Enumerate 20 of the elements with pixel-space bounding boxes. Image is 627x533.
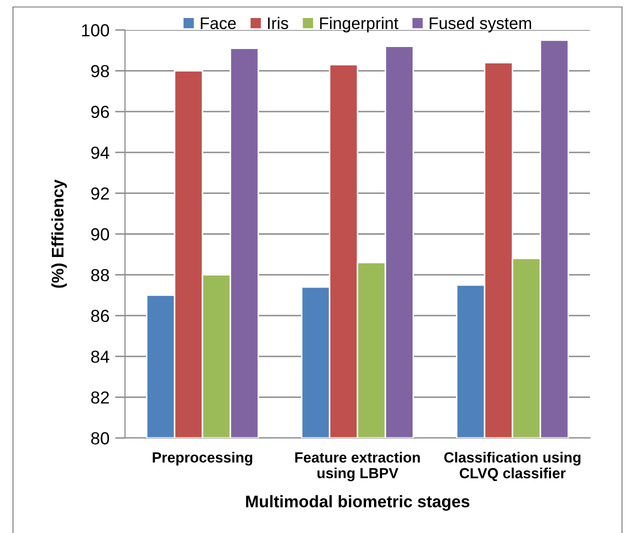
y-tick-label: 94 bbox=[91, 146, 110, 159]
legend-label: Face bbox=[200, 17, 236, 30]
y-tick-label: 84 bbox=[91, 350, 110, 363]
y-tick-label: 80 bbox=[91, 432, 110, 444]
legend-label: Fused system bbox=[430, 16, 532, 32]
y-tick-label: 92 bbox=[91, 187, 109, 200]
x-axis-title: Multimodal biometric stages bbox=[246, 495, 470, 511]
y-tick-label: 88 bbox=[91, 268, 109, 282]
x-tick-label: Classification using CLVQ classifier bbox=[444, 452, 580, 482]
legend-label: Fingerprint bbox=[320, 16, 398, 32]
y-axis-title: (%) Efficiency bbox=[51, 179, 67, 288]
y-tick-label: 100 bbox=[82, 24, 110, 36]
y-tick-label: 98 bbox=[91, 64, 109, 78]
legend-label: Iris bbox=[268, 16, 288, 30]
x-tick-label: Feature extraction using LBPV bbox=[295, 452, 420, 482]
y-tick-label: 90 bbox=[91, 228, 110, 240]
x-tick-label: Preprocessing bbox=[152, 452, 252, 466]
y-tick-label: 82 bbox=[91, 391, 109, 404]
y-tick-label: 86 bbox=[91, 310, 109, 322]
y-tick-label: 96 bbox=[91, 106, 109, 118]
